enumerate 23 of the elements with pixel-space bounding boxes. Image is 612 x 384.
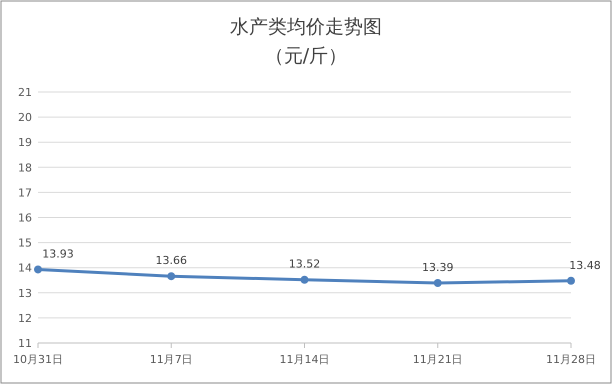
data-label: 13.93 — [42, 247, 74, 260]
data-label: 13.48 — [569, 258, 601, 272]
y-tick-label: 16 — [18, 212, 32, 224]
chart-title: 水产类均价走势图 — [230, 16, 382, 38]
data-label: 13.39 — [422, 261, 454, 274]
y-tick-label: 15 — [18, 236, 32, 250]
y-tick-label: 18 — [18, 161, 32, 174]
x-tick-label: 10月31日 — [13, 353, 63, 366]
y-tick-label: 17 — [18, 186, 32, 200]
data-label: 13.66 — [156, 254, 187, 268]
x-tick-label: 11月7日 — [150, 353, 193, 366]
chart-subtitle: （元/斤） — [264, 45, 348, 67]
x-tick-label: 11月21日 — [412, 353, 463, 366]
y-tick-label: 19 — [18, 136, 32, 150]
y-tick-label: 12 — [18, 312, 32, 325]
y-tick-label: 21 — [18, 86, 32, 99]
x-tick-label: 11月14日 — [280, 353, 330, 366]
y-tick-label: 13 — [18, 286, 32, 300]
x-tick-label: 11月28日 — [546, 353, 596, 366]
y-tick-label: 11 — [18, 337, 32, 350]
y-tick-label: 20 — [18, 111, 32, 124]
y-tick-label: 14 — [18, 262, 32, 275]
data-label: 13.52 — [288, 258, 320, 271]
